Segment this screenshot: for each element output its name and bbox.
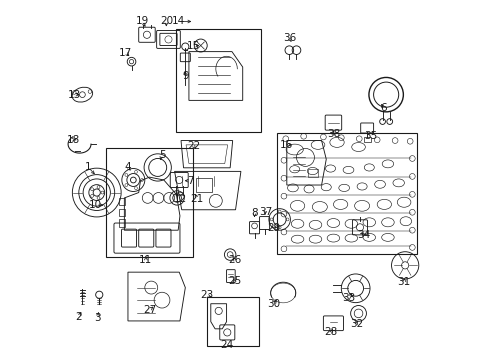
Text: 15: 15 — [186, 41, 200, 50]
Text: 23: 23 — [200, 291, 213, 301]
Text: 2: 2 — [75, 312, 82, 322]
Bar — [176, 30, 260, 132]
Bar — [206, 297, 258, 346]
Text: 35: 35 — [364, 131, 377, 141]
Text: 5: 5 — [159, 150, 165, 160]
Text: 19: 19 — [135, 17, 149, 27]
Bar — [119, 209, 125, 216]
Text: 12: 12 — [174, 194, 187, 204]
Text: 34: 34 — [356, 230, 369, 239]
Bar — [119, 220, 125, 226]
Bar — [196, 178, 212, 192]
Text: 32: 32 — [349, 319, 362, 329]
Text: 9: 9 — [182, 71, 188, 81]
Text: 3: 3 — [94, 313, 101, 323]
Bar — [308, 169, 318, 177]
Text: 38: 38 — [326, 129, 339, 139]
Text: 30: 30 — [267, 299, 280, 309]
Text: 18: 18 — [66, 135, 80, 145]
Text: 33: 33 — [342, 293, 355, 303]
Text: 11: 11 — [139, 255, 152, 265]
Text: 31: 31 — [397, 277, 410, 287]
Bar — [119, 198, 125, 205]
Text: 25: 25 — [227, 276, 241, 286]
Text: 28: 28 — [324, 327, 337, 337]
Text: 8: 8 — [251, 208, 257, 218]
Text: 29: 29 — [267, 224, 280, 233]
Bar — [106, 148, 192, 257]
Text: 7: 7 — [186, 176, 193, 186]
Text: 27: 27 — [142, 305, 156, 315]
Text: 21: 21 — [190, 194, 203, 204]
Text: 14: 14 — [171, 17, 184, 27]
Text: 20: 20 — [160, 17, 173, 27]
Text: 24: 24 — [220, 340, 233, 350]
Text: 17: 17 — [119, 48, 132, 58]
Bar — [175, 192, 183, 195]
Text: 16: 16 — [280, 140, 293, 150]
Text: 13: 13 — [67, 90, 81, 100]
Bar — [276, 134, 416, 253]
Text: 4: 4 — [124, 162, 131, 172]
Text: 6: 6 — [380, 103, 386, 113]
Text: 1: 1 — [85, 162, 92, 172]
Text: 37: 37 — [258, 207, 271, 217]
Text: 36: 36 — [282, 33, 295, 43]
Text: 26: 26 — [227, 255, 241, 265]
Text: 22: 22 — [186, 141, 200, 151]
Text: 10: 10 — [89, 200, 102, 210]
